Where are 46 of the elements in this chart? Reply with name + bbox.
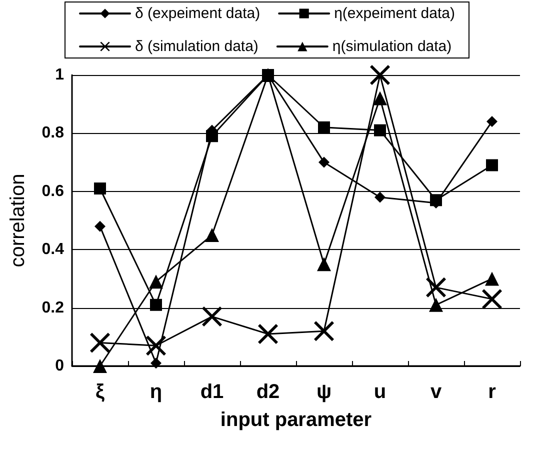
y-tick-label: 0.2 [42,299,64,316]
point [146,336,166,356]
y-tick-label: 0.8 [42,124,64,142]
point [374,124,386,136]
point [94,182,106,194]
legend-label: η(simulation data) [332,38,452,55]
y-axis-title: correlation [7,174,29,268]
point [318,156,330,168]
y-tick-label: 0.6 [42,182,64,200]
point [482,289,502,310]
x-tick-label: d1 [200,381,224,403]
point [202,306,222,327]
point [373,91,387,106]
x-tick-label: u [374,381,386,403]
point [486,116,498,128]
legend-label: δ (simulation data) [135,38,258,55]
x-tick-label: η [150,381,162,403]
point [205,228,219,242]
point [258,324,278,344]
x-tick-label: ψ [316,381,332,403]
point [206,130,218,142]
point [150,358,162,369]
y-tick-label: 0.4 [42,241,64,258]
point [150,298,162,311]
point [429,298,443,312]
point [426,277,446,298]
x-axis-title: input parameter [220,409,372,431]
point [485,272,499,286]
point [314,321,334,342]
point [318,121,330,134]
point [90,332,110,353]
legend-label: δ (expeiment data) [135,5,260,22]
point [94,220,106,232]
point [486,159,498,172]
point [149,274,163,289]
x-tick-label: v [430,381,442,403]
point [370,65,390,85]
x-tick-label: d2 [256,381,280,403]
x-tick-label: ξ [96,381,105,403]
x-tick-label: r [488,381,496,403]
point [374,192,386,203]
legend-label: η(expeiment data) [334,5,455,22]
point [317,257,331,272]
point [93,359,107,373]
y-tick-label: 1 [55,66,64,84]
y-tick-label: 0 [55,358,64,374]
